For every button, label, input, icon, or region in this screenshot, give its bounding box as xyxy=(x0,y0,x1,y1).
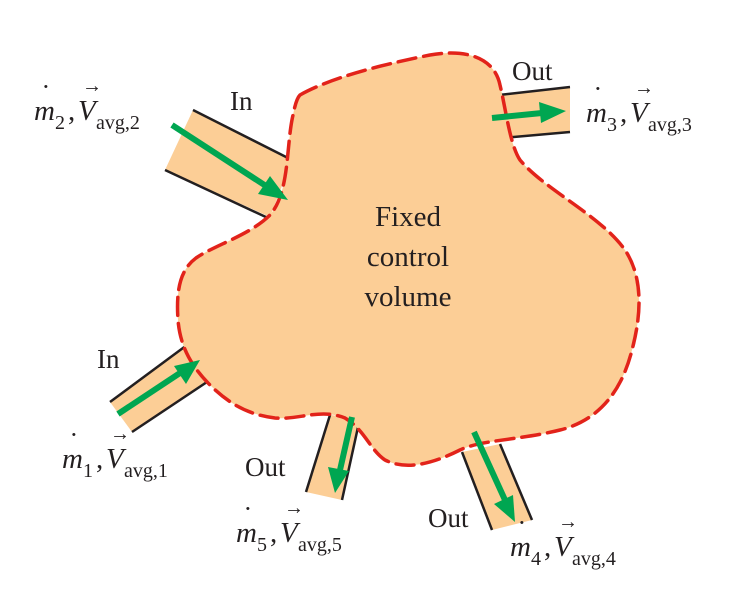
pipe-outlet-3-wall-bottom xyxy=(501,130,571,140)
stream-symbol-4: m ˙ 4 , V → avg,4 xyxy=(510,511,616,570)
pipe-outlet-5-wall-left xyxy=(304,414,332,493)
mass-flow-dot-2: ˙ xyxy=(41,79,51,111)
cv-label-line-2: control xyxy=(367,241,449,273)
direction-label-2: In xyxy=(230,86,253,116)
mass-flow-dot-1: ˙ xyxy=(69,427,79,459)
pipe-outlet-4-wall-left xyxy=(460,451,494,531)
mass-flow-5: m xyxy=(236,517,257,549)
flow-arrow-5 xyxy=(337,416,355,471)
direction-label-4: Out xyxy=(428,503,469,533)
mass-flow-4: m xyxy=(510,531,531,563)
flow-arrow-2-head xyxy=(258,176,288,200)
flow-arrow-4 xyxy=(471,430,508,502)
mass-flow-sub-1: 1 xyxy=(83,460,93,482)
pipe-outlet-5-wall-right xyxy=(340,417,362,501)
pipe-inlet-2-wall-bottom xyxy=(164,168,269,220)
stream-symbol-5: m ˙ 5 , V → avg,5 xyxy=(236,497,342,556)
separator-1: , xyxy=(96,443,103,475)
vector-arrow-4: → xyxy=(558,511,578,533)
velocity-sub-5: avg,5 xyxy=(298,534,342,556)
velocity-1: V xyxy=(106,443,127,475)
pipe-inlet-1-wall-top xyxy=(109,343,188,404)
velocity-sub-3: avg,3 xyxy=(648,114,692,136)
flow-arrow-2 xyxy=(170,122,268,189)
mass-flow-3: m xyxy=(586,97,607,129)
stream-symbol-3: m ˙ 3 , V → avg,3 xyxy=(586,77,692,136)
velocity-sub-2: avg,2 xyxy=(96,112,140,134)
direction-label-3: Out xyxy=(512,56,553,86)
vector-arrow-5: → xyxy=(284,497,304,519)
flow-arrow-1-head xyxy=(174,360,200,384)
velocity-2: V xyxy=(78,95,99,127)
flow-arrows xyxy=(116,102,566,522)
control-volume-region xyxy=(175,51,641,467)
vector-arrow-2: → xyxy=(82,75,102,97)
velocity-3: V xyxy=(630,97,651,129)
direction-label-1: In xyxy=(97,344,120,374)
velocity-4: V xyxy=(554,531,575,563)
flow-arrow-3-head xyxy=(539,102,566,123)
mass-flow-1: m xyxy=(62,443,83,475)
separator-5: , xyxy=(270,517,277,549)
velocity-sub-4: avg,4 xyxy=(572,548,616,570)
mass-flow-sub-4: 4 xyxy=(531,548,541,570)
cv-label-line-1: Fixed xyxy=(375,201,442,233)
control-volume-label: Fixed control volume xyxy=(365,201,452,313)
velocity-5: V xyxy=(280,517,301,549)
separator-4: , xyxy=(544,531,551,563)
pipe-outlet-3-wall-top xyxy=(489,85,571,98)
vector-arrow-3: → xyxy=(634,77,654,99)
stream-symbol-1: m ˙ 1 , V → avg,1 xyxy=(62,423,168,482)
pipe-inlet-1-wall-bottom xyxy=(131,378,211,434)
mass-flow-sub-5: 5 xyxy=(257,534,267,556)
flow-arrow-3 xyxy=(491,110,543,121)
mass-flow-dot-5: ˙ xyxy=(243,501,253,533)
mass-flow-dot-3: ˙ xyxy=(593,81,603,113)
mass-flow-2: m xyxy=(34,95,55,127)
stream-symbol-2: m ˙ 2 , V → avg,2 xyxy=(34,75,140,134)
pipe-inlet-2-wall-top xyxy=(192,108,293,162)
vector-arrow-1: → xyxy=(110,423,130,445)
mass-flow-sub-2: 2 xyxy=(55,112,65,134)
separator-3: , xyxy=(620,97,627,129)
separator-2: , xyxy=(68,95,75,127)
velocity-sub-1: avg,1 xyxy=(124,460,168,482)
flow-arrow-4-head xyxy=(494,495,515,522)
flow-arrow-5-head xyxy=(328,467,349,493)
flow-arrow-1 xyxy=(116,370,182,417)
mass-flow-sub-3: 3 xyxy=(607,114,617,136)
direction-label-5: Out xyxy=(245,452,286,482)
pipe-outlet-4-wall-right xyxy=(498,443,534,521)
cv-label-line-3: volume xyxy=(365,281,452,313)
mass-flow-dot-4: ˙ xyxy=(517,515,527,547)
